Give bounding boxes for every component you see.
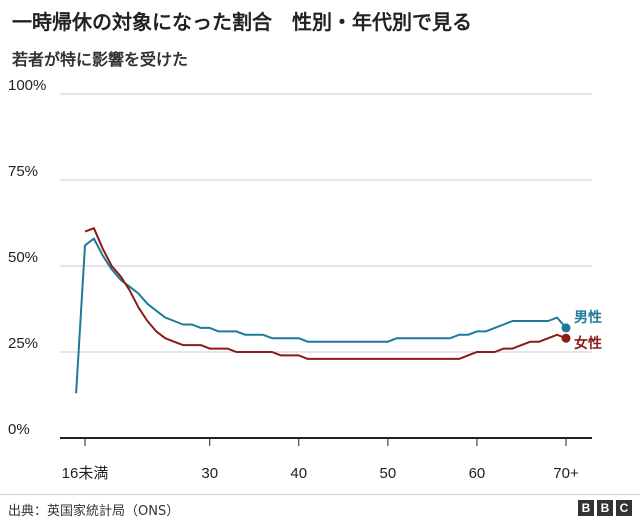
logo-letter-1: B — [578, 500, 594, 516]
series-endpoint-female — [561, 333, 571, 343]
x-tick-label: 40 — [290, 465, 307, 482]
y-tick-label: 50% — [8, 249, 38, 266]
y-tick-label: 25% — [8, 335, 38, 352]
source-note: 出典：英国家統計局（ONS） — [8, 504, 180, 519]
y-tick-label: 0% — [8, 421, 30, 438]
x-tick-label: 70+ — [553, 465, 579, 482]
legend-label-male: 男性 — [574, 309, 602, 326]
series-line-female — [84, 227, 567, 360]
logo-letter-2: B — [597, 500, 613, 516]
bbc-logo: B B C — [578, 500, 632, 516]
legend-label-female: 女性 — [574, 335, 602, 352]
chart-subtitle: 若者が特に影響を受けた — [12, 50, 189, 69]
y-tick-label: 100% — [8, 77, 46, 94]
x-tick-label: 30 — [201, 465, 218, 482]
series-line-male — [75, 237, 567, 394]
x-tick-label: 60 — [469, 465, 486, 482]
logo-letter-3: C — [616, 500, 632, 516]
footer-divider — [0, 494, 640, 495]
y-tick-label: 75% — [8, 163, 38, 180]
series-endpoint-male — [561, 323, 571, 333]
chart-title: 一時帰休の対象になった割合 性別・年代別で見る — [12, 10, 472, 34]
x-tick-label: 50 — [380, 465, 397, 482]
x-tick-label: 16未満 — [62, 465, 109, 482]
